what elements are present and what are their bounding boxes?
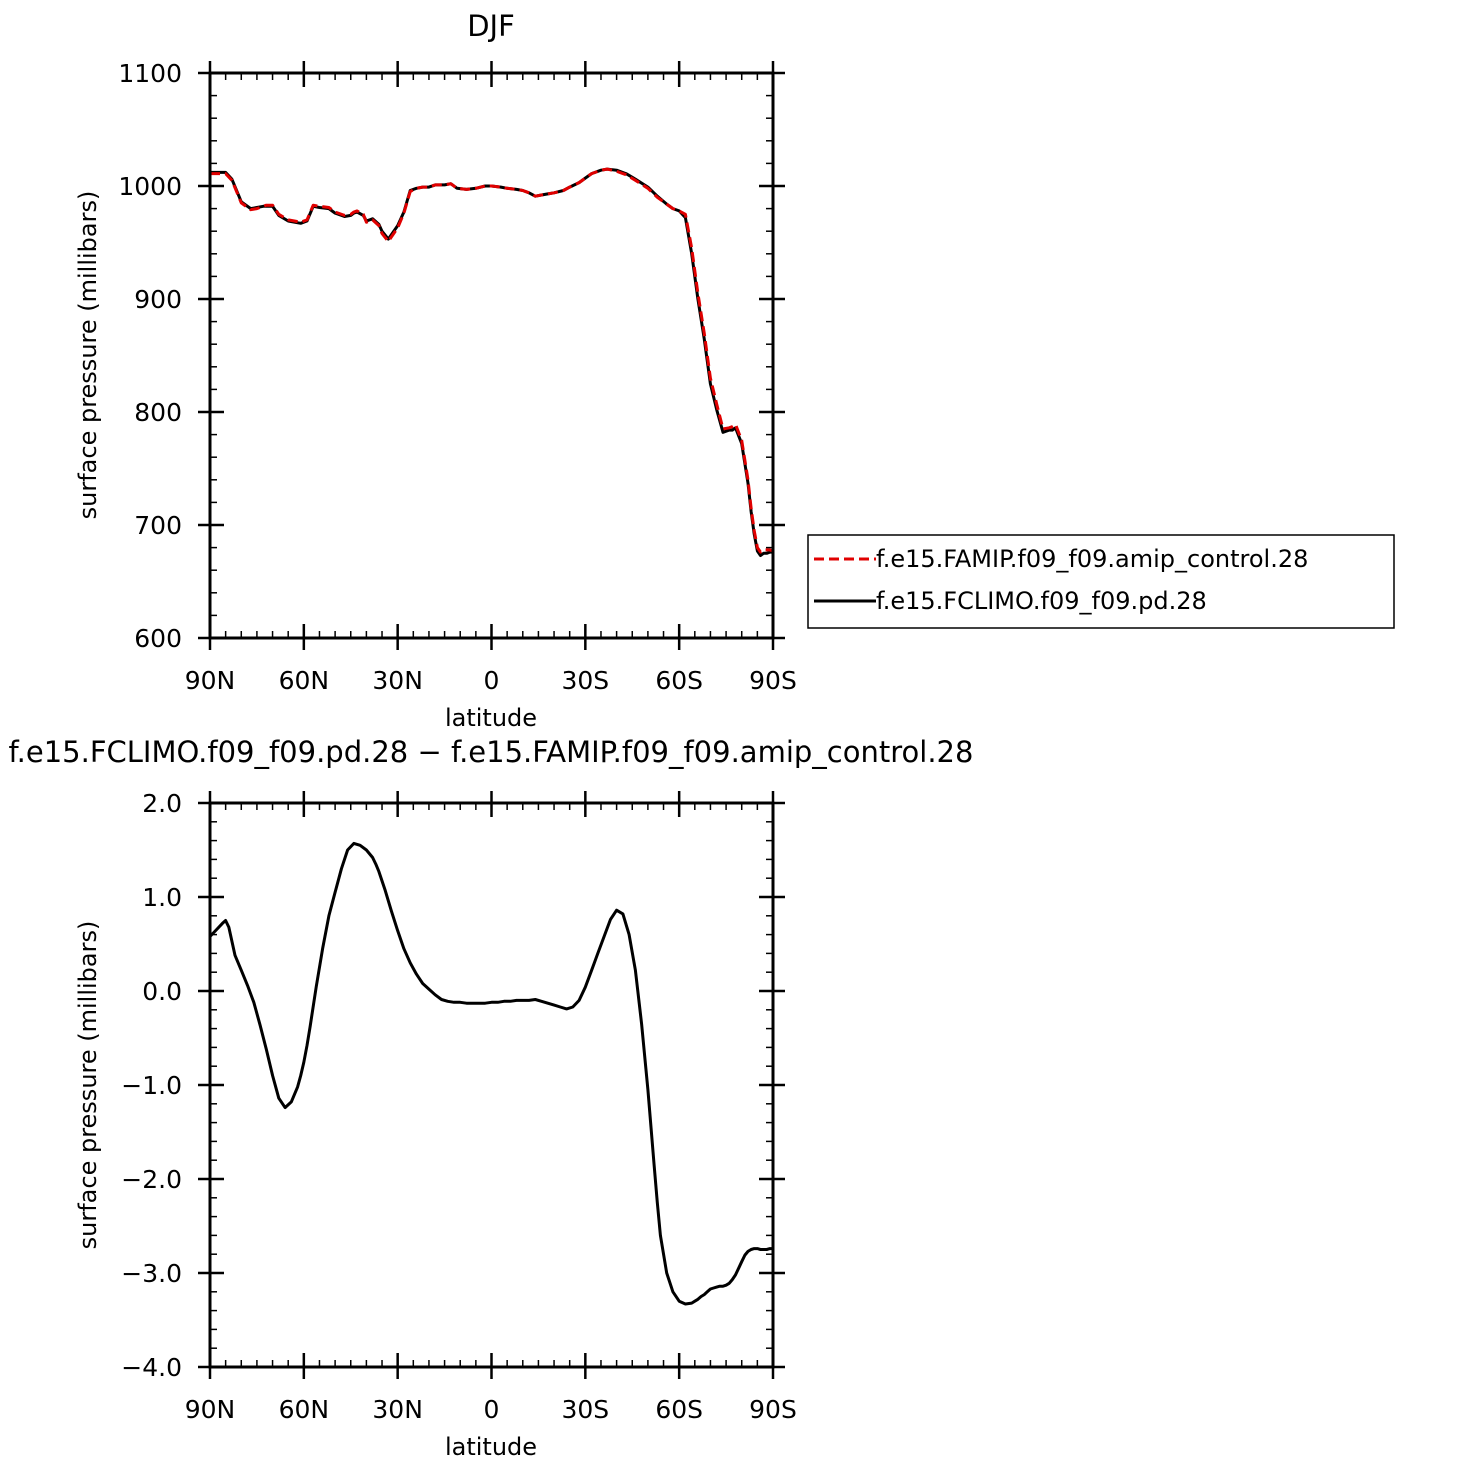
bottom-plot-frame — [208, 801, 775, 1369]
bottom-x-tick-label: 60N — [279, 1395, 330, 1424]
top-x-tick-label: 30S — [561, 666, 609, 695]
top-x-tick-label: 90N — [185, 666, 236, 695]
top-x-tick-label: 0 — [484, 666, 500, 695]
bottom-y-axis-title: surface pressure (millibars) — [74, 921, 102, 1250]
bottom-x-axis-title: latitude — [445, 1433, 537, 1461]
bottom-x-tick-label: 0 — [484, 1395, 500, 1424]
top-series-line-dashed — [210, 167, 774, 554]
bottom-y-tick-label: −1.0 — [121, 1071, 182, 1100]
bottom-series-layer — [208, 841, 773, 1306]
bottom-y-tick-label: −4.0 — [121, 1353, 182, 1382]
bottom-x-tick-label: 30S — [561, 1395, 609, 1424]
bottom-y-tick-label: 1.0 — [142, 883, 182, 912]
legend-box — [807, 534, 1395, 629]
top-series-layer — [210, 167, 774, 557]
bottom-x-tick-label: 30N — [372, 1395, 423, 1424]
top-y-tick-label: 1100 — [118, 59, 182, 88]
top-x-tick-label: 60N — [279, 666, 330, 695]
top-x-axis-title: latitude — [445, 704, 537, 732]
bottom-x-tick-label: 90S — [749, 1395, 797, 1424]
top-x-tick-label: 30N — [372, 666, 423, 695]
legend-label-fclimo: f.e15.FCLIMO.f09_f09.pd.28 — [876, 587, 1207, 615]
bottom-plot-title: f.e15.FCLIMO.f09_f09.pd.28 − f.e15.FAMIP… — [9, 735, 974, 769]
top-plot-title: DJF — [467, 9, 515, 43]
bottom-panel: f.e15.FCLIMO.f09_f09.pd.28 − f.e15.FAMIP… — [9, 735, 974, 1461]
bottom-y-tick-label: −3.0 — [121, 1259, 182, 1288]
top-y-tick-label: 600 — [134, 624, 182, 653]
top-y-axis-title: surface pressure (millibars) — [74, 191, 102, 520]
top-axes: 90N 60N 30N 0 30S 60S 90S 1100 1000 900 800 700 600 — [118, 59, 796, 695]
bottom-series-line-solid — [208, 841, 773, 1306]
bottom-x-tick-label: 60S — [655, 1395, 703, 1424]
bottom-y-tick-label: 0.0 — [142, 977, 182, 1006]
bottom-axes: 90N 60N 30N 0 30S 60S 90S 2.0 1.0 0.0 −1.0 −2.0 −3.0… — [121, 789, 797, 1424]
top-y-tick-label: 900 — [134, 285, 182, 314]
top-x-tick-label: 60S — [655, 666, 703, 695]
top-x-tick-label: 90S — [749, 666, 797, 695]
top-y-tick-label: 1000 — [118, 172, 182, 201]
top-y-tick-label: 800 — [134, 398, 182, 427]
bottom-x-tick-label: 90N — [185, 1395, 236, 1424]
top-panel: DJF 90N 60N 30N 0 30S 60S 90S 1100 1000 900 800 700… — [74, 9, 797, 732]
top-plot-frame — [208, 71, 775, 640]
bottom-y-tick-label: 2.0 — [142, 789, 182, 818]
legend-label-famip: f.e15.FAMIP.f09_f09.amip_control.28 — [876, 545, 1308, 573]
bottom-y-tick-label: −2.0 — [121, 1165, 182, 1194]
top-y-tick-label: 700 — [134, 511, 182, 540]
legend: f.e15.FAMIP.f09_f09.amip_control.28 f.e1… — [807, 534, 1395, 629]
